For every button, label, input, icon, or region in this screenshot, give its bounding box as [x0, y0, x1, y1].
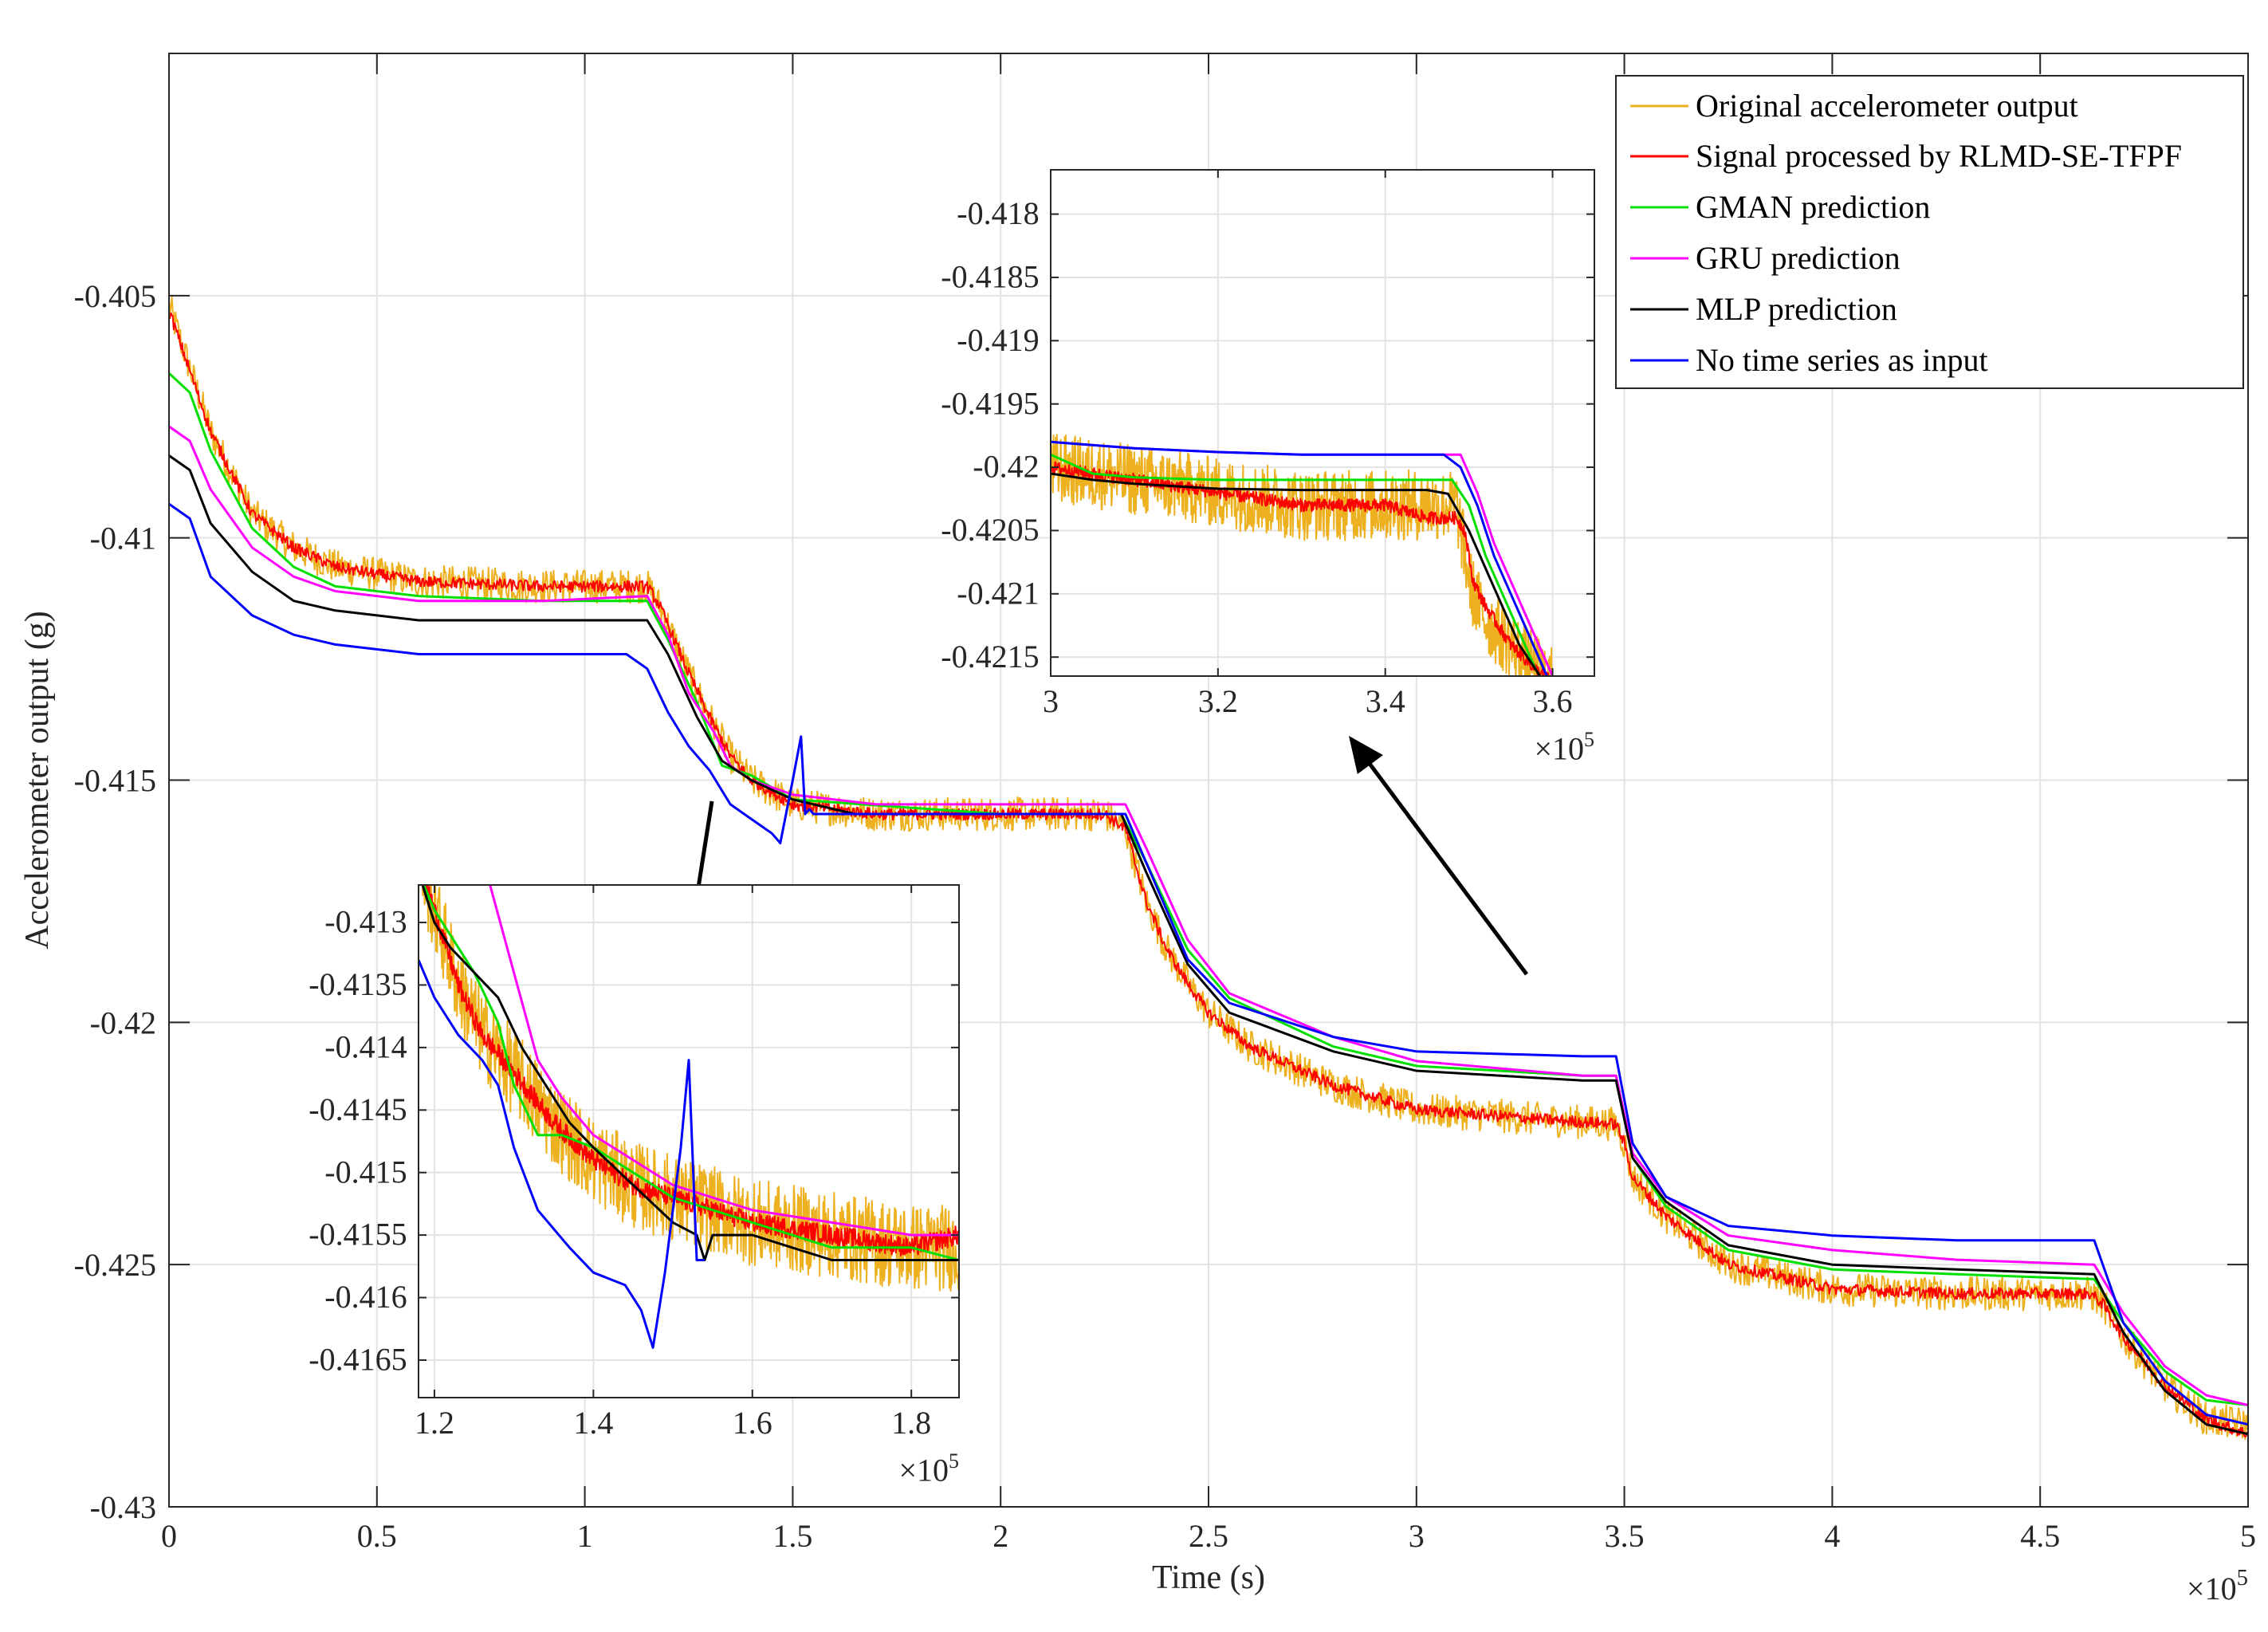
legend-label: GMAN prediction [1696, 189, 1930, 225]
inset-left-plot: 1.2 1.4 1.6 1.8 -0.413 -0.4135 -0.414 -0.4145 -0… [309, 884, 960, 1488]
series-line-no-time-series-as-input [1051, 440, 1549, 676]
series-line-no-time-series-as-input [419, 959, 705, 1349]
inset_left-background [419, 885, 959, 1398]
y-tick-label: -0.413 [324, 904, 407, 940]
series-line-gru-prediction [169, 425, 2248, 1406]
y-tick-label: -0.4195 [941, 385, 1039, 421]
x-tick-label: 1 [577, 1518, 593, 1554]
x-tick-label: 1.2 [415, 1405, 454, 1441]
x-tick-label: 3.5 [1605, 1518, 1645, 1554]
x-tick-label: 1.5 [772, 1518, 812, 1554]
x-tick-label: 3.4 [1366, 683, 1405, 719]
inset_left-grid [419, 885, 959, 1398]
legend-box [1615, 75, 2244, 389]
x-tick-label: 4.5 [2020, 1518, 2060, 1554]
y-tick-label: -0.41 [90, 521, 156, 556]
x-tick-label: 5 [2240, 1518, 2256, 1554]
x-tick-label: 3 [1409, 1518, 1425, 1554]
y-tick-label: -0.416 [324, 1279, 407, 1315]
y-tick-label: -0.4205 [941, 512, 1039, 548]
x-exponent-label: ×105 [2187, 1565, 2248, 1606]
x-tick-label: 3.2 [1198, 683, 1238, 719]
y-tick-label: -0.425 [74, 1247, 156, 1283]
inset_left-series [419, 885, 959, 1349]
y-tick-label: -0.418 [957, 195, 1039, 231]
y-tick-label: -0.415 [74, 763, 156, 799]
inset_right-background [1051, 170, 1594, 676]
legend-label: GRU prediction [1696, 240, 1900, 276]
x-axis-title: Time (s) [1152, 1559, 1265, 1596]
series-line-signal-processed-by-rlmd-se-tfpf [169, 312, 2248, 1438]
series-line-mlp-prediction [421, 885, 959, 1261]
y-tick-label: -0.414 [324, 1028, 407, 1064]
series-line-gru-prediction [489, 885, 959, 1237]
series-line-gman-prediction [1051, 453, 1542, 676]
y-tick-label: -0.421 [957, 575, 1039, 611]
y-tick-label: -0.4165 [309, 1342, 407, 1378]
y-tick-label: -0.4185 [941, 259, 1039, 295]
y-tick-label: -0.43 [90, 1489, 156, 1525]
y-tick-label: -0.419 [957, 322, 1039, 358]
x-tick-label: 4 [1824, 1518, 1840, 1554]
x-tick-label: 1.6 [733, 1405, 772, 1441]
y-tick-label: -0.4135 [309, 966, 407, 1002]
series-line-signal-processed-by-rlmd-se-tfpf [424, 885, 959, 1256]
y-tick-label: -0.42 [90, 1005, 156, 1040]
series-line-signal-processed-by-rlmd-se-tfpf [1051, 461, 1552, 676]
legend-label: Original accelerometer output [1696, 88, 2078, 124]
x-tick-label: 2.5 [1189, 1518, 1228, 1554]
zoom-arrow-right [1349, 735, 1529, 976]
x-tick-label: 3 [1043, 683, 1059, 719]
inset-right-plot: 3 3.2 3.4 3.6 -0.418 -0.4185 -0.419 -0.4195 -0.4… [941, 169, 1595, 766]
y-axis-title: Accelerometer output (g) [19, 611, 56, 949]
x-tick-label: 2 [992, 1518, 1008, 1554]
inset_right-axes-box [1050, 169, 1595, 677]
inset_right-series [1051, 434, 1555, 676]
series-line-mlp-prediction [1051, 472, 1542, 676]
series-line-gman-prediction [423, 885, 959, 1261]
y-tick-label: -0.415 [324, 1154, 407, 1190]
y-tick-label: -0.4155 [309, 1217, 407, 1253]
x-tick-label: 0.5 [357, 1518, 397, 1554]
series-line-original-accelerometer-output [419, 885, 959, 1292]
legend-label: No time series as input [1696, 342, 1988, 378]
x-exponent-label: ×105 [898, 1449, 959, 1488]
y-tick-label: -0.4145 [309, 1091, 407, 1127]
legend: Original accelerometer output Signal pro… [1615, 75, 2244, 389]
series-line-no-time-series-as-input [169, 502, 2248, 1426]
y-tick-label: -0.42 [973, 449, 1039, 485]
x-tick-label: 0 [161, 1518, 177, 1554]
x-tick-label: 1.8 [891, 1405, 931, 1441]
legend-label: MLP prediction [1696, 291, 1897, 327]
x-exponent-label: ×105 [1534, 728, 1594, 766]
x-tick-label: 1.4 [573, 1405, 613, 1441]
x-tick-label: 3.6 [1533, 683, 1573, 719]
y-tick-label: -0.4215 [941, 639, 1039, 674]
inset_left-axes-box [418, 884, 960, 1398]
main-series [169, 296, 2248, 1441]
y-tick-label: -0.405 [74, 278, 156, 314]
legend-label: Signal processed by RLMD-SE-TFPF [1696, 138, 2182, 174]
